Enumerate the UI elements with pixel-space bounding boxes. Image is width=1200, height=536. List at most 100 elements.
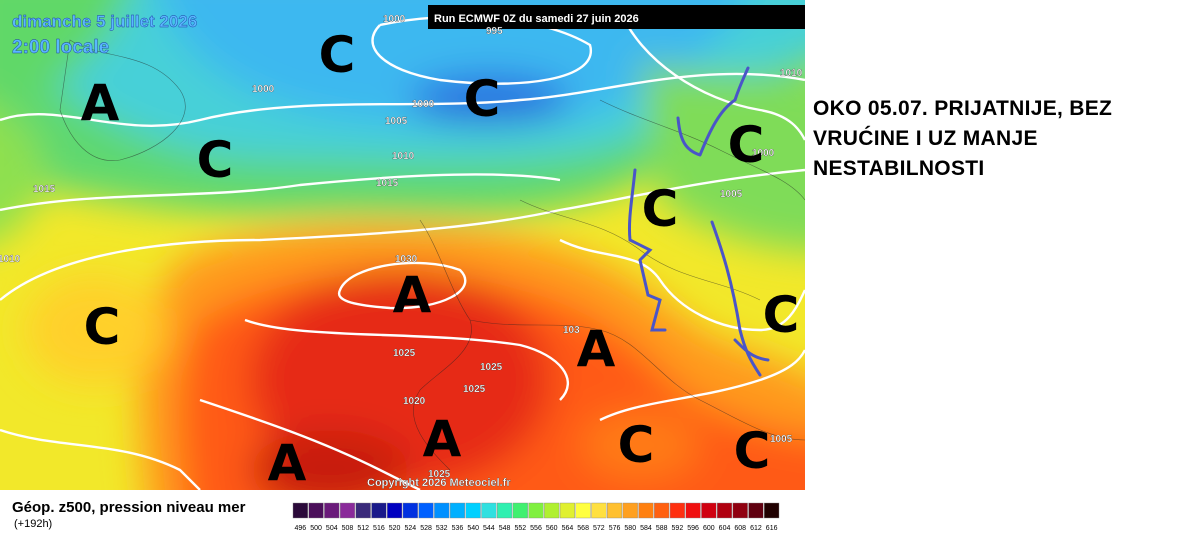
colorbar-swatch [716, 502, 733, 519]
pressure-center: A [577, 320, 616, 378]
colorbar-label: 588 [656, 525, 668, 532]
pressure-label: 1025 [393, 348, 416, 359]
copyright: Copyright 2026 Meteociel.fr [367, 477, 511, 489]
colorbar-swatch [606, 502, 623, 519]
pressure-label: 1025 [428, 469, 451, 480]
pressure-label: 995 [486, 26, 503, 37]
time-label: 2:00 locale [12, 37, 109, 58]
colorbar: 496 500 504 508 512 516 520 524 528 532 536 540 544 5… [292, 502, 780, 532]
hand-drawn-arrows [627, 66, 770, 377]
annotation-line: NESTABILNOSTI [813, 157, 985, 180]
pressure-label: 1010 [780, 68, 803, 79]
colorbar-swatch [559, 502, 575, 519]
colorbar-swatch [544, 502, 560, 519]
pressure-center: A [423, 410, 462, 468]
colorbar-label: 556 [530, 525, 542, 532]
pressure-center: C [84, 298, 121, 356]
colorbar-swatch [528, 502, 544, 519]
pressure-label: 1015 [376, 178, 399, 189]
pressure-center: C [319, 26, 356, 84]
colorbar-label: 516 [373, 525, 385, 532]
pressure-center: C [642, 180, 679, 238]
pressure-label: 1010 [392, 151, 415, 162]
colorbar-label: 612 [750, 525, 762, 532]
colorbar-swatch [434, 502, 450, 519]
colorbar-swatch [669, 502, 685, 519]
colorbar-label: 592 [672, 525, 684, 532]
colorbar-label: 564 [562, 525, 574, 532]
colorbar-swatch [387, 502, 403, 519]
pressure-label: 1025 [463, 384, 486, 395]
colorbar-label: 544 [483, 525, 495, 532]
colorbar-swatch [575, 502, 591, 519]
colorbar-swatch [685, 502, 701, 519]
colorbar-swatch [371, 502, 387, 519]
pressure-center: A [393, 266, 432, 324]
pressure-label: 1005 [385, 116, 408, 127]
colorbar-label: 528 [420, 525, 432, 532]
coastlines [59, 39, 805, 471]
pressure-center: C [197, 131, 234, 189]
date-label: dimanche 5 juillet 2026 [12, 12, 197, 31]
colorbar-swatch [701, 502, 717, 519]
isobars [0, 9, 805, 490]
pressure-center: C [763, 286, 800, 344]
pressure-center: C [618, 416, 655, 474]
colorbar-swatch [481, 502, 497, 519]
pressure-label: 1000 [752, 148, 775, 159]
pressure-label: 1005 [770, 434, 793, 445]
pressure-label: 103 [563, 325, 580, 336]
legend-title: Géop. z500, pression niveau mer [12, 499, 246, 516]
pressure-label: 1025 [480, 362, 503, 373]
colorbar-label: 572 [593, 525, 605, 532]
pressure-center: A [268, 434, 307, 492]
annotation-line: VRUĆINE I UZ MANJE [813, 127, 1038, 150]
colorbar-swatch [449, 502, 466, 519]
map-field [0, 0, 805, 490]
pressure-center: C [464, 70, 501, 128]
colorbar-label: 536 [452, 525, 464, 532]
colorbar-label: 584 [640, 525, 652, 532]
colorbar-swatch [355, 502, 371, 519]
colorbar-label: 548 [499, 525, 511, 532]
pressure-label: 1010 [0, 254, 21, 265]
pressure-label: 1005 [720, 189, 743, 200]
colorbar-label: 524 [404, 525, 416, 532]
colorbar-swatch [764, 502, 780, 519]
colorbar-label: 520 [389, 525, 401, 532]
colorbar-label: 580 [624, 525, 636, 532]
colorbar-label: 596 [687, 525, 699, 532]
colorbar-swatch [292, 502, 308, 519]
colorbar-label: 508 [342, 525, 354, 532]
colorbar-swatch [512, 502, 528, 519]
colorbar-label: 560 [546, 525, 558, 532]
colorbar-swatch [654, 502, 670, 519]
colorbar-label: 504 [326, 525, 338, 532]
colorbar-label: 512 [357, 525, 369, 532]
colorbar-swatch [638, 502, 654, 519]
colorbar-swatch [591, 502, 607, 519]
pressure-label: 1030 [395, 254, 418, 265]
pressure-center: C [728, 116, 765, 174]
pressure-center: A [81, 74, 120, 132]
run-banner [428, 5, 805, 29]
colorbar-label: 496 [295, 525, 307, 532]
pressure-label: 1000 [383, 14, 406, 25]
colorbar-label: 552 [514, 525, 526, 532]
colorbar-label: 608 [734, 525, 746, 532]
colorbar-label: 568 [577, 525, 589, 532]
colorbar-label: 604 [719, 525, 731, 532]
colorbar-label: 576 [609, 525, 621, 532]
colorbar-swatch [465, 502, 481, 519]
colorbar-swatch [308, 502, 324, 519]
pressure-center: C [734, 422, 771, 480]
colorbar-swatch [732, 502, 748, 519]
pressure-labels: 1000 995 1000 1000 1005 1010 1015 1015 1010 1030 1… [0, 14, 803, 480]
colorbar-swatch [748, 502, 764, 519]
colorbar-swatch [418, 502, 434, 519]
colorbar-swatch [497, 502, 513, 519]
colorbar-swatch [622, 502, 638, 519]
annotation: OKO 05.07. PRIJATNIJE, BEZ VRUĆINE I UZ … [813, 94, 1193, 184]
